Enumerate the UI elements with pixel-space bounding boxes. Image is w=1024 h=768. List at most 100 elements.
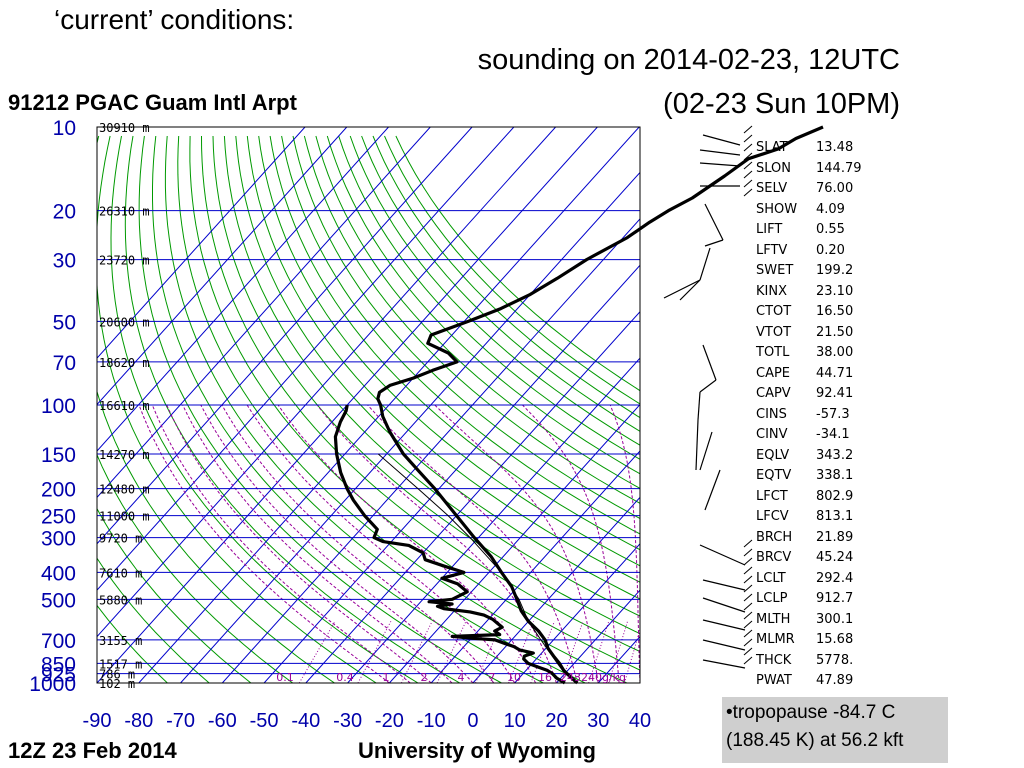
wind-barb-feather (743, 620, 753, 629)
index-value: 38.00 (816, 345, 854, 360)
index-name: CINV (756, 427, 788, 442)
mixing-ratio-label: 1 (383, 671, 390, 684)
index-name: TOTL (756, 345, 790, 360)
height-label: 18620 m (99, 356, 150, 370)
wind-barb-feather (743, 161, 753, 170)
temperature-tick-label: 10 (504, 710, 526, 732)
index-value: 45.24 (816, 550, 854, 565)
dry-adiabat (97, 453, 293, 683)
sounding-local-time: (02-23 Sun 10PM) (663, 88, 900, 120)
dry-adiabat (97, 507, 252, 683)
index-value: 144.79 (816, 160, 862, 176)
isotherm (514, 543, 640, 683)
index-name: PWAT (756, 673, 792, 688)
index-name: SHOW (756, 201, 798, 217)
temperature-tick-label: -90 (83, 710, 112, 732)
index-row: CTOT 16.50 (756, 302, 886, 323)
index-row: CAPE 44.71 (756, 364, 886, 385)
mixing-ratio-label: 0.1 (276, 671, 294, 684)
index-value: 802.9 (816, 488, 854, 504)
index-row: MLMR 15.68 (756, 630, 886, 651)
height-label: 786 m (99, 668, 135, 682)
wind-barb (699, 162, 741, 167)
pressure-tick-label: 400 (41, 562, 76, 585)
isotherm (97, 127, 306, 359)
mixing-ratio-label: 16 (538, 671, 552, 684)
wind-barb (695, 419, 699, 471)
temperature-tick-label: -80 (124, 710, 153, 732)
index-row: SHOW 4.09 (756, 200, 886, 221)
mixing-ratio-label: 40g/kg (588, 671, 626, 684)
temperature-tick-label: 0 (467, 710, 478, 732)
index-row: BRCV 45.24 (756, 548, 886, 569)
temperature-tick-label: 20 (545, 710, 567, 732)
dry-adiabat (326, 135, 640, 475)
temperature-tick-label: -40 (291, 710, 320, 732)
pressure-tick-label: 1000 (29, 673, 76, 696)
pressure-tick-label: 250 (41, 506, 76, 529)
index-row: LCLT 292.4 (756, 569, 886, 590)
dry-adiabat (164, 135, 586, 683)
index-row: SLAT 13.48 (756, 138, 886, 159)
height-label: 20600 m (99, 315, 150, 329)
index-value: 4.09 (816, 201, 845, 217)
pressure-tick-label: 20 (53, 201, 76, 224)
index-name: CINS (756, 406, 787, 422)
dry-adiabat (395, 135, 640, 392)
index-row: PWAT 47.89 (756, 671, 886, 692)
index-name: KINX (756, 283, 787, 299)
dry-adiabat (223, 135, 640, 617)
dry-adiabat (201, 135, 640, 653)
pressure-tick-label: 10 (53, 117, 76, 140)
wind-barb-feather (743, 188, 753, 197)
wind-barb-feather (743, 629, 753, 638)
dry-adiabat (361, 135, 640, 432)
mixing-ratio-label: 0.4 (336, 671, 354, 684)
temperature-tick-label: -30 (333, 710, 362, 732)
wind-barb-feather (743, 566, 753, 575)
moist-adiabat (522, 404, 620, 683)
wind-barb-feather (743, 152, 753, 161)
pressure-tick-label: 200 (41, 479, 76, 502)
wind-barb-feather (743, 557, 753, 566)
pressure-tick-label: 50 (53, 311, 76, 334)
height-label: 26310 m (99, 205, 150, 219)
dry-adiabat (292, 135, 640, 520)
index-row: LFCT 802.9 (756, 487, 886, 508)
dry-adiabat (97, 135, 377, 683)
wind-barb-feather (743, 647, 753, 656)
wind-barb (697, 391, 701, 421)
slide-title: ‘current’ conditions: (54, 4, 295, 35)
dry-adiabat (269, 135, 640, 551)
wind-barb-feather (743, 134, 753, 143)
index-value: -34.1 (816, 427, 850, 442)
temperature-tick-label: -70 (166, 710, 195, 732)
pressure-tick-label: 850 (41, 653, 76, 676)
wind-barb (702, 579, 746, 591)
index-value: 16.50 (816, 304, 854, 319)
pressure-tick-label: 925 (41, 664, 76, 687)
index-row: VTOT 21.50 (756, 323, 886, 344)
wind-barb-feather (743, 548, 753, 557)
plot-area (97, 127, 640, 683)
wind-barb (699, 431, 713, 471)
index-row: LFCV 813.1 (756, 507, 886, 528)
index-name: THCK (756, 652, 792, 668)
dry-adiabat (97, 135, 335, 683)
mixing-ratio-line (475, 621, 503, 683)
index-value: 0.20 (816, 242, 845, 258)
isotherm (472, 496, 640, 683)
mixing-ratio-label: 24 (560, 671, 574, 684)
index-name: SELV (756, 181, 788, 196)
moist-adiabat (182, 404, 453, 683)
pressure-tick-label: 30 (53, 250, 76, 273)
wind-barb (704, 469, 721, 511)
dry-adiabat (152, 135, 544, 683)
tropopause-note: •tropopause -84.7 C (188.45 K) at 56.2 k… (722, 697, 948, 763)
wind-barb-feather (743, 539, 753, 548)
index-value: 5778. (816, 652, 854, 668)
moist-adiabat (151, 404, 411, 683)
dry-adiabat (349, 135, 640, 446)
index-value: 0.55 (816, 222, 845, 237)
temperature-tick-label: 40 (629, 710, 651, 732)
